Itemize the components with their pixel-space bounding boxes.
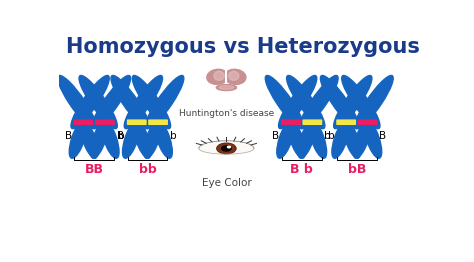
Text: b: b (324, 131, 331, 141)
Text: BB: BB (85, 163, 104, 176)
Text: B: B (64, 131, 72, 141)
Ellipse shape (342, 118, 350, 126)
Ellipse shape (71, 75, 109, 129)
FancyBboxPatch shape (95, 119, 115, 125)
Ellipse shape (355, 75, 393, 129)
Ellipse shape (133, 118, 151, 158)
Ellipse shape (133, 118, 141, 126)
Ellipse shape (92, 75, 130, 129)
Ellipse shape (91, 118, 109, 158)
Ellipse shape (132, 75, 171, 129)
Ellipse shape (219, 86, 234, 89)
Ellipse shape (334, 75, 372, 129)
Ellipse shape (300, 75, 338, 129)
FancyBboxPatch shape (336, 119, 356, 125)
Ellipse shape (80, 118, 88, 126)
Ellipse shape (217, 143, 236, 154)
Ellipse shape (207, 69, 228, 84)
Ellipse shape (80, 118, 98, 158)
Ellipse shape (69, 118, 88, 158)
Ellipse shape (225, 69, 246, 84)
Text: Homozygous vs Heterozygous: Homozygous vs Heterozygous (66, 37, 420, 57)
FancyBboxPatch shape (127, 119, 146, 125)
Ellipse shape (58, 75, 96, 129)
Ellipse shape (122, 118, 141, 158)
Ellipse shape (146, 75, 184, 129)
Text: B: B (117, 131, 124, 141)
FancyBboxPatch shape (281, 119, 301, 125)
Ellipse shape (279, 75, 317, 129)
Ellipse shape (308, 118, 316, 126)
Polygon shape (199, 141, 254, 154)
Ellipse shape (277, 118, 295, 158)
Ellipse shape (101, 118, 119, 158)
Text: bb: bb (138, 163, 156, 176)
FancyBboxPatch shape (73, 119, 93, 125)
Ellipse shape (287, 118, 295, 126)
Ellipse shape (214, 71, 224, 80)
Ellipse shape (287, 118, 305, 158)
Text: bB: bB (347, 163, 366, 176)
Text: b: b (328, 131, 334, 141)
Ellipse shape (216, 85, 237, 91)
Ellipse shape (332, 118, 350, 158)
Text: Eye Color: Eye Color (201, 178, 251, 188)
Ellipse shape (111, 75, 149, 129)
Ellipse shape (218, 144, 235, 153)
Ellipse shape (342, 118, 360, 158)
Ellipse shape (298, 118, 316, 158)
Ellipse shape (154, 118, 173, 158)
Ellipse shape (364, 118, 382, 158)
Ellipse shape (144, 118, 162, 158)
Ellipse shape (309, 118, 327, 158)
Ellipse shape (265, 75, 303, 129)
FancyBboxPatch shape (148, 119, 168, 125)
Ellipse shape (353, 118, 372, 158)
Text: B: B (272, 131, 279, 141)
Ellipse shape (287, 75, 325, 129)
FancyBboxPatch shape (357, 119, 377, 125)
Ellipse shape (320, 75, 359, 129)
Ellipse shape (154, 118, 162, 126)
Polygon shape (199, 141, 254, 154)
Text: B: B (379, 131, 386, 141)
Ellipse shape (342, 75, 380, 129)
Text: b: b (118, 131, 125, 141)
FancyBboxPatch shape (302, 119, 322, 125)
Ellipse shape (364, 118, 372, 126)
Text: B b: B b (291, 163, 313, 176)
Ellipse shape (228, 71, 239, 80)
Ellipse shape (222, 146, 231, 151)
Ellipse shape (228, 146, 230, 148)
Ellipse shape (124, 75, 163, 129)
Ellipse shape (101, 118, 109, 126)
Text: b: b (170, 131, 176, 141)
Text: Huntington's disease: Huntington's disease (179, 109, 274, 118)
Ellipse shape (79, 75, 118, 129)
